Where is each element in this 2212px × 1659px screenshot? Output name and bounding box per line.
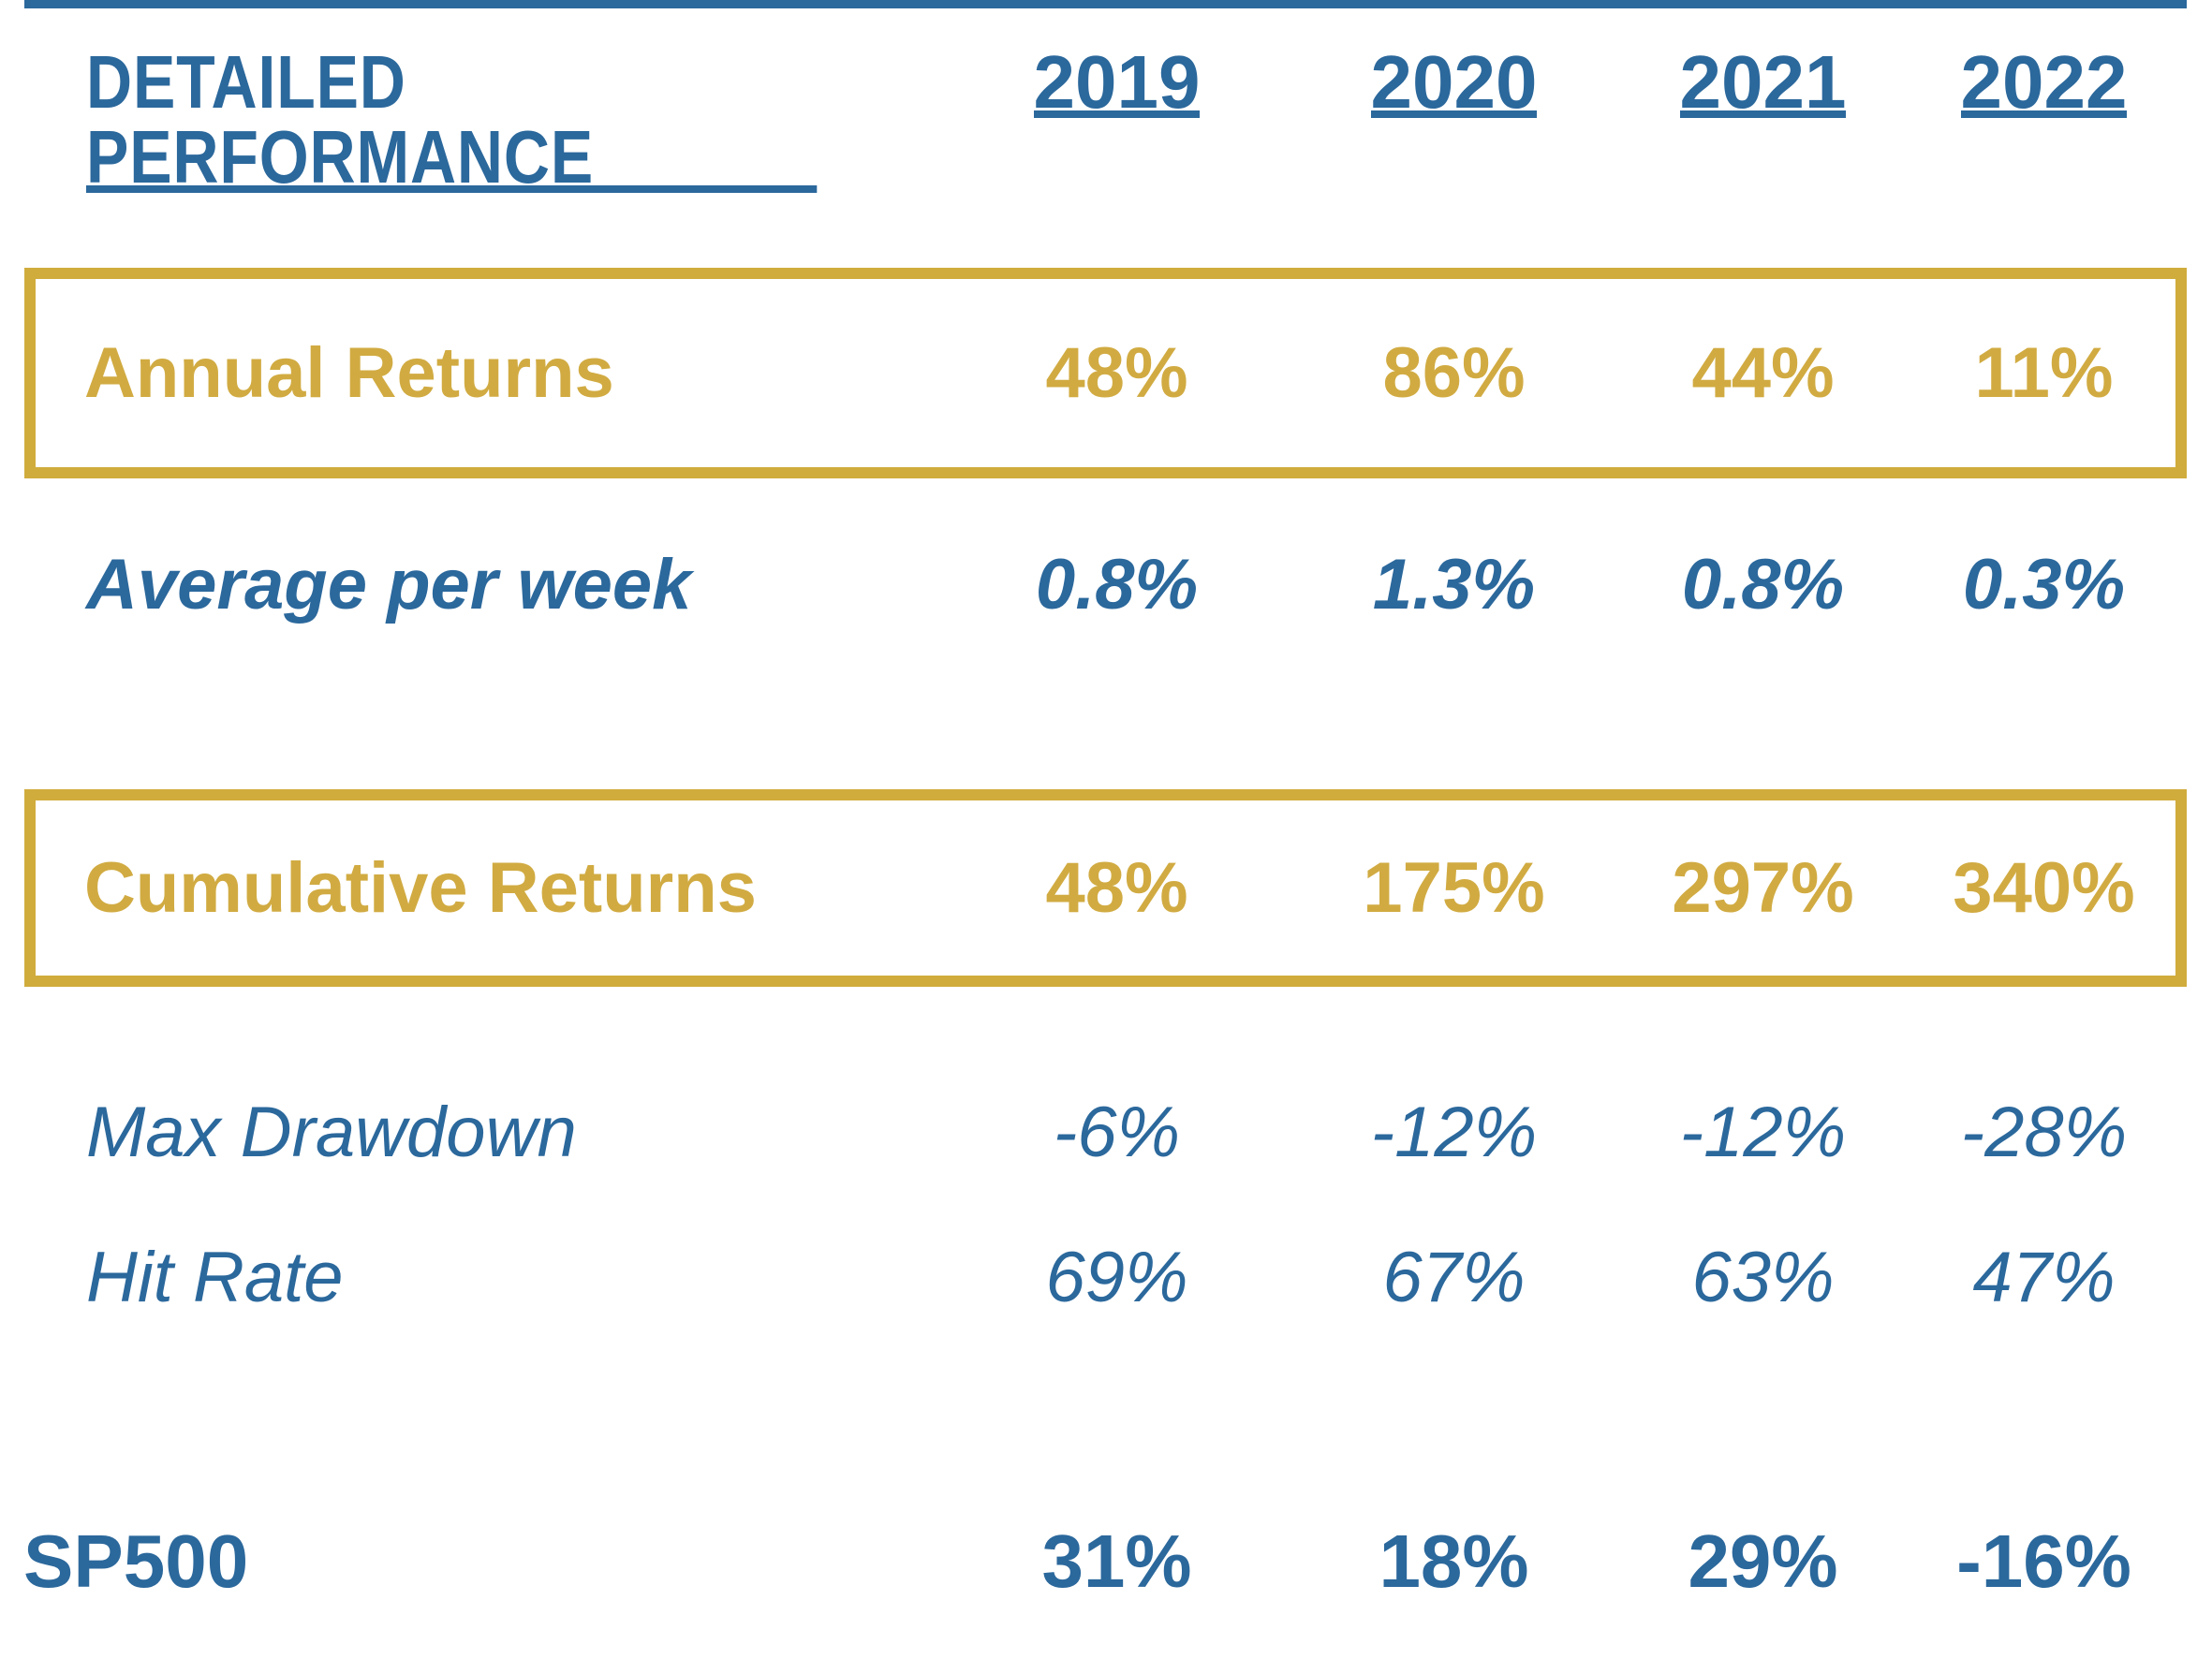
cumulative-returns-2022: 340%	[1953, 847, 2135, 928]
average-per-week-2021: 0.8%	[1681, 545, 1845, 624]
annual-returns-2020: 86%	[1382, 332, 1526, 413]
sp500-2022: -16%	[1956, 1520, 2131, 1603]
top-rule-bar	[24, 0, 2187, 8]
max-drawdown-2019: -6%	[1053, 1093, 1181, 1172]
column-header-2021: 2021	[1679, 40, 1847, 124]
sp500-2021: 29%	[1688, 1520, 1838, 1603]
table-row-cumulative-returns: Cumulative Returns 48% 175% 297% 340%	[0, 789, 2182, 987]
cumulative-returns-highlight-box	[24, 789, 2187, 987]
row-label-hit-rate: Hit Rate	[86, 1238, 344, 1317]
row-label-cumulative-returns: Cumulative Returns	[84, 847, 757, 928]
annual-returns-2021: 44%	[1691, 332, 1835, 413]
row-label-sp500: SP500	[23, 1520, 249, 1603]
column-header-2022: 2022	[1960, 40, 2128, 124]
average-per-week-2022: 0.3%	[1962, 545, 2126, 624]
average-per-week-2020: 1.3%	[1372, 545, 1536, 624]
cumulative-returns-2019: 48%	[1045, 847, 1188, 928]
cumulative-returns-2020: 175%	[1363, 847, 1545, 928]
table-row-average-per-week: Average per week 0.8% 1.3% 0.8% 0.3%	[0, 548, 2182, 623]
row-label-average-per-week: Average per week	[86, 545, 692, 624]
cumulative-returns-2021: 297%	[1672, 847, 1854, 928]
hit-rate-2022: 47%	[1972, 1238, 2116, 1317]
row-label-annual-returns: Annual Returns	[84, 332, 614, 413]
column-header-2020: 2020	[1370, 40, 1538, 124]
header-row: DETAILED PERFORMANCE 2019 2020 2021 2022	[0, 40, 2182, 195]
annual-returns-2022: 11%	[1974, 332, 2114, 413]
table-row-annual-returns: Annual Returns 48% 86% 44% 11%	[0, 268, 2182, 478]
sp500-2019: 31%	[1041, 1520, 1192, 1603]
average-per-week-2019: 0.8%	[1035, 545, 1199, 624]
table-row-sp500: SP500 31% 18% 29% -16%	[0, 1524, 2182, 1599]
hit-rate-2021: 63%	[1691, 1238, 1835, 1317]
row-label-max-drawdown: Max Drawdown	[86, 1093, 577, 1172]
max-drawdown-2020: -12%	[1370, 1093, 1538, 1172]
table-row-max-drawdown: Max Drawdown -6% -12% -12% -28%	[0, 1095, 2182, 1170]
annual-returns-2019: 48%	[1045, 332, 1188, 413]
table-row-hit-rate: Hit Rate 69% 67% 63% 47%	[0, 1241, 2182, 1315]
annual-returns-highlight-box	[24, 268, 2187, 478]
column-header-2019: 2019	[1033, 40, 1201, 124]
max-drawdown-2022: -28%	[1960, 1093, 2128, 1172]
sp500-2020: 18%	[1379, 1520, 1529, 1603]
hit-rate-2019: 69%	[1045, 1238, 1188, 1317]
page-title: DETAILED PERFORMANCE	[0, 45, 946, 195]
hit-rate-2020: 67%	[1382, 1238, 1526, 1317]
max-drawdown-2021: -12%	[1679, 1093, 1847, 1172]
